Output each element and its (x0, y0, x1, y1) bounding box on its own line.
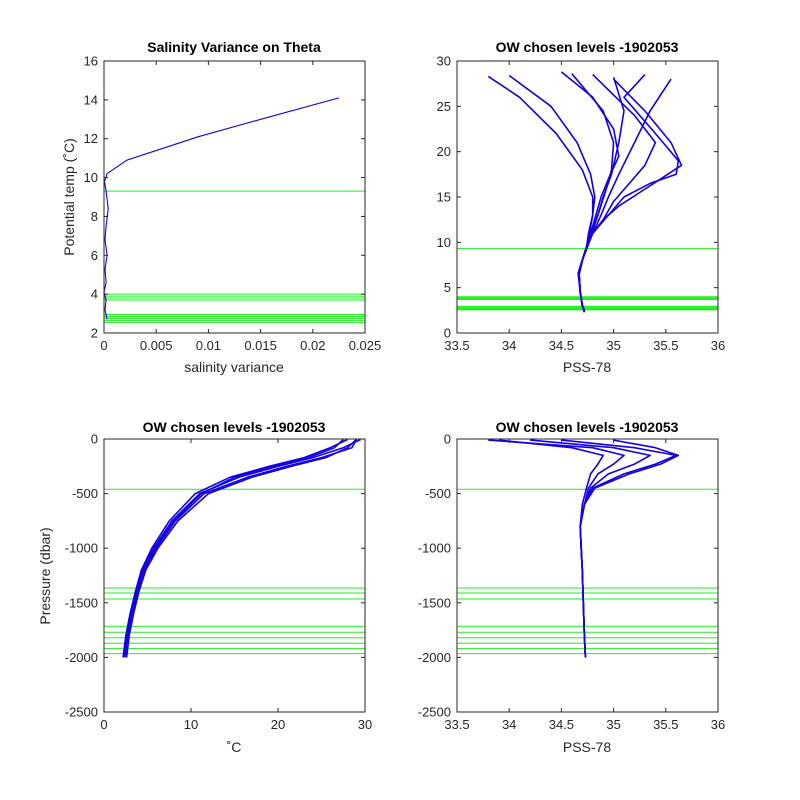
panel-2-title: OW chosen levels -1902053 (496, 39, 679, 55)
y-tick-label: -1500 (418, 595, 451, 610)
x-tick-label: 35.5 (653, 338, 678, 353)
x-tick-label: 34.5 (549, 717, 574, 732)
x-tick-label: 35.5 (653, 717, 678, 732)
axes-box (103, 438, 366, 713)
series-line-1 (103, 97, 340, 320)
x-tick-label: 34 (502, 338, 516, 353)
panel-temperature-pressure: OW chosen levels -1902053 ˚C Pressure (d… (37, 419, 372, 755)
panel-3-title: OW chosen levels -1902053 (143, 419, 326, 435)
x-tick-label: 10 (184, 717, 198, 732)
panel-salinity-pressure: OW chosen levels -1902053 PSS-78 33.5 34 3… (418, 419, 725, 755)
x-tick-label: 0.015 (244, 338, 277, 353)
series-line-5 (498, 439, 605, 658)
x-tick-label: 0.02 (300, 338, 325, 353)
x-tick-label: 0.005 (140, 338, 173, 353)
x-tick-label: 33.5 (444, 717, 469, 732)
y-tick-label: 6 (91, 248, 98, 263)
y-tick-label: -2500 (418, 705, 451, 720)
y-tick-label: 8 (91, 209, 98, 224)
x-tick-label: 34.5 (549, 338, 574, 353)
y-tick-label: 0 (91, 432, 98, 447)
x-tick-label: 34 (502, 717, 516, 732)
panel-4-title: OW chosen levels -1902053 (496, 419, 679, 435)
series-line-9 (560, 71, 620, 312)
y-tick-label: 25 (437, 99, 451, 114)
panel-3-ylabel: Pressure (dbar) (37, 527, 53, 624)
y-tick-label: 10 (84, 170, 98, 185)
y-tick-label: -2500 (65, 705, 98, 720)
y-tick-label: -500 (72, 486, 98, 501)
axes-box (456, 438, 719, 713)
y-tick-label: -2000 (65, 650, 98, 665)
x-tick-label: 35 (606, 717, 620, 732)
x-tick-label: 0 (100, 717, 107, 732)
y-tick-label: 20 (437, 144, 451, 159)
x-tick-label: 36 (711, 338, 725, 353)
panel-1-xlabel: salinity variance (184, 359, 284, 375)
y-tick-label: 16 (84, 54, 98, 69)
x-tick-label: 36 (711, 717, 725, 732)
y-tick-label: -2000 (418, 650, 451, 665)
y-tick-label: 0 (444, 326, 451, 341)
x-tick-label: 33.5 (444, 338, 469, 353)
x-tick-label: 20 (271, 717, 285, 732)
y-tick-label: 2 (91, 326, 98, 341)
y-tick-label: 0 (444, 432, 451, 447)
y-tick-label: 15 (437, 190, 451, 205)
panel-3-xlabel: ˚C (227, 739, 242, 755)
series-line-5 (123, 438, 344, 658)
y-tick-label: -500 (425, 486, 451, 501)
y-tick-label: 10 (437, 235, 451, 250)
panel-2-xlabel: PSS-78 (563, 359, 611, 375)
y-tick-label: 14 (84, 92, 98, 107)
y-tick-label: 30 (437, 54, 451, 69)
y-tick-label: 5 (444, 280, 451, 295)
panel-1-ylabel: Potential temp (˚C) (61, 138, 77, 255)
series-line-3 (125, 439, 358, 658)
series-line-1 (122, 438, 348, 658)
panel-1-title: Salinity Variance on Theta (147, 39, 321, 55)
axes-box (103, 60, 366, 334)
y-tick-label: 4 (91, 287, 98, 302)
x-tick-label: 0.01 (196, 338, 221, 353)
x-tick-label: 35 (606, 338, 620, 353)
panel-salinity-variance: Salinity Variance on Theta salinity vari… (61, 39, 381, 375)
y-tick-label: 12 (84, 131, 98, 146)
y-tick-label: -1000 (418, 541, 451, 556)
y-tick-label: -1500 (65, 595, 98, 610)
series-line-4 (125, 438, 357, 658)
panel-4-xlabel: PSS-78 (563, 739, 611, 755)
x-tick-label: 0.025 (349, 338, 382, 353)
x-tick-label: 30 (358, 717, 372, 732)
panel-salinity-theta: OW chosen levels -1902053 PSS-78 33.5 34 3… (437, 39, 726, 375)
x-tick-label: 0 (100, 338, 107, 353)
y-tick-label: -1000 (65, 541, 98, 556)
